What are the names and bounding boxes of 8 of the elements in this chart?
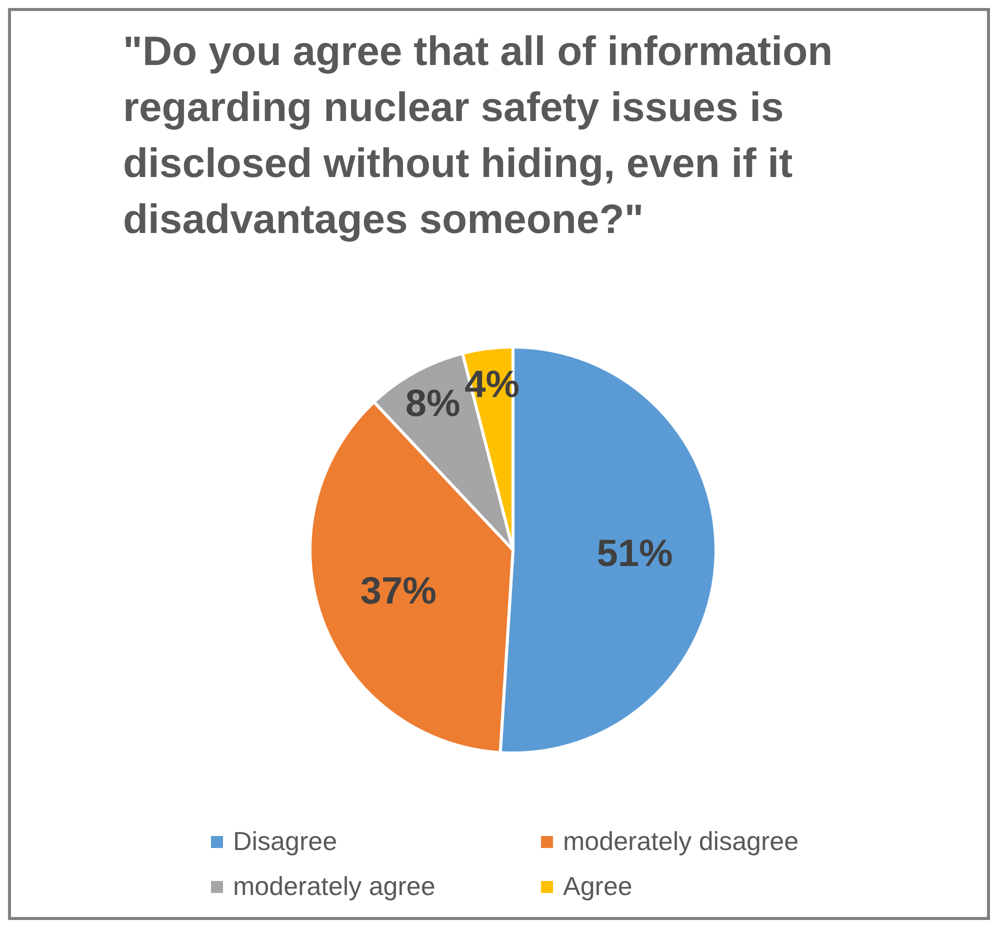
legend-label: moderately disagree — [563, 826, 799, 857]
legend-label: moderately agree — [233, 871, 436, 902]
data-label: 51% — [596, 532, 673, 575]
legend-label: Disagree — [233, 826, 338, 857]
legend-label: Agree — [563, 871, 632, 902]
data-label: 8% — [405, 383, 460, 426]
data-label: 37% — [360, 570, 436, 612]
chart-title: "Do you agree that all of information regarding nuclear safety issues is disclosed without hiding, even if it disadvantages someone?" — [123, 27, 834, 244]
